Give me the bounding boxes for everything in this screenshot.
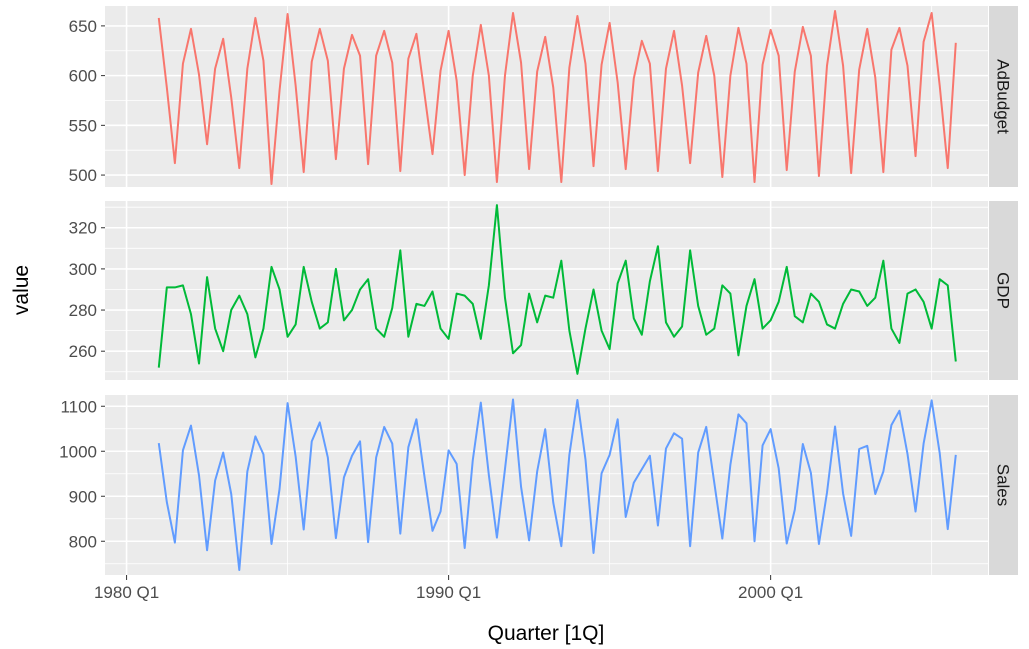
chart-panels: 500 550 600 650 AdBudget 260 280 300 320 GDP 800 90… bbox=[59, 6, 1018, 575]
facet-strip-label: Sales bbox=[994, 464, 1013, 507]
facet-strip bbox=[989, 201, 1018, 380]
series-line-sales bbox=[157, 398, 957, 572]
y-tick-label: 600 bbox=[69, 67, 97, 86]
facet-strip bbox=[989, 6, 1018, 187]
panel-background bbox=[105, 395, 988, 575]
y-tick-label: 800 bbox=[69, 532, 97, 551]
y-tick-label: 650 bbox=[69, 17, 97, 36]
y-tick-label: 300 bbox=[69, 260, 97, 279]
x-tick-label: 1980 Q1 bbox=[94, 583, 159, 602]
y-tick-label: 1100 bbox=[60, 397, 97, 416]
series-line-adbudget bbox=[157, 9, 957, 186]
panel-background bbox=[105, 201, 988, 380]
y-axis-title: value bbox=[10, 265, 33, 315]
y-tick-label: 260 bbox=[69, 342, 97, 361]
x-tick-label: 2000 Q1 bbox=[738, 583, 803, 602]
facet-strip bbox=[989, 395, 1018, 575]
facet-strip-label: AdBudget bbox=[994, 59, 1013, 134]
y-tick-label: 280 bbox=[69, 301, 97, 320]
y-tick-label: 500 bbox=[69, 166, 97, 185]
y-tick-label: 900 bbox=[69, 487, 97, 506]
y-tick-label: 550 bbox=[69, 116, 97, 135]
y-tick-label: 1000 bbox=[59, 442, 97, 461]
x-tick-label: 1990 Q1 bbox=[416, 583, 481, 602]
facet-strip-label: GDP bbox=[994, 272, 1013, 309]
x-axis: 1980 Q1 1990 Q1 2000 Q1 bbox=[94, 575, 803, 602]
panel-adbudget: 500 550 600 650 AdBudget bbox=[69, 6, 1018, 187]
panel-gdp: 260 280 300 320 GDP bbox=[69, 201, 1018, 380]
series-line-gdp bbox=[157, 204, 957, 375]
y-tick-label: 320 bbox=[69, 219, 97, 238]
x-axis-title: Quarter [1Q] bbox=[488, 622, 605, 645]
panel-sales: 800 900 1000 1100 Sales bbox=[59, 395, 1018, 575]
